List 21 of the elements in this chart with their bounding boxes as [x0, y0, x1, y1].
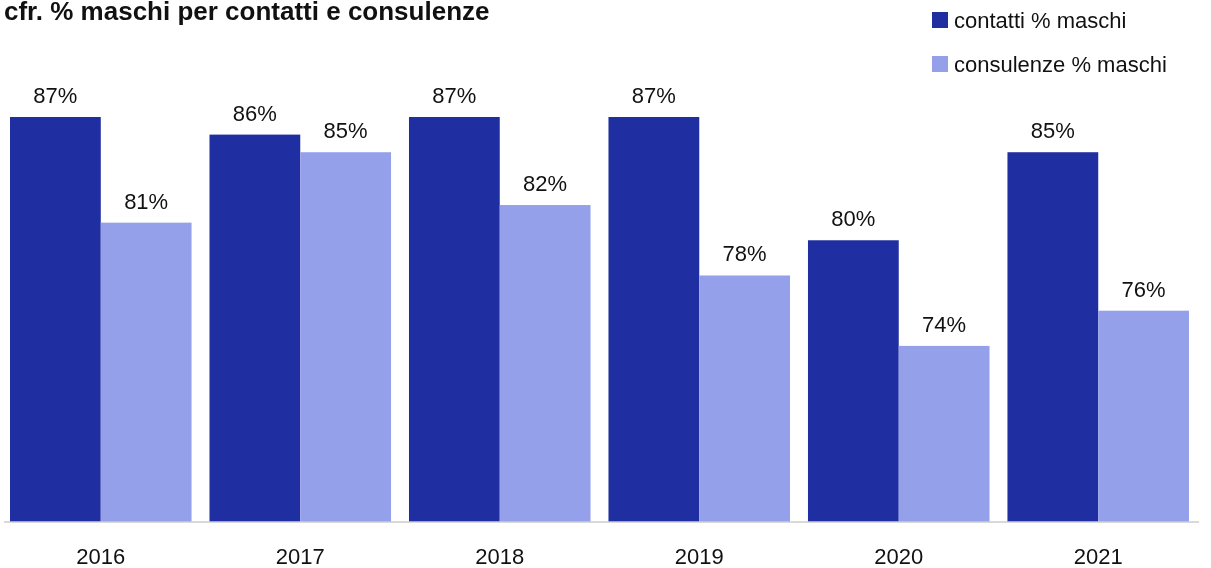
- legend-label: consulenze % maschi: [954, 51, 1167, 77]
- data-label: 87%: [33, 83, 78, 108]
- x-tick-label: 2019: [674, 544, 724, 568]
- x-tick-label: 2021: [1073, 544, 1123, 568]
- x-tick-label: 2016: [76, 544, 126, 568]
- data-label: 86%: [232, 100, 277, 126]
- data-label: 76%: [1121, 276, 1166, 302]
- chart-title: cfr. % maschi per contatti e consulenze: [4, 0, 490, 26]
- legend-label: contatti % maschi: [954, 7, 1127, 33]
- data-label: 81%: [124, 188, 169, 214]
- data-label: 87%: [631, 83, 676, 108]
- data-label: 85%: [323, 118, 368, 144]
- x-tick-label: 2020: [874, 544, 924, 568]
- data-label: 82%: [523, 171, 568, 197]
- x-tick-label: 2017: [275, 544, 325, 568]
- data-label: 85%: [1030, 118, 1075, 144]
- data-label: 87%: [432, 83, 477, 108]
- data-label: 80%: [831, 206, 876, 232]
- data-label: 78%: [722, 241, 767, 267]
- x-tick-label: 2018: [475, 544, 525, 568]
- data-label: 74%: [922, 311, 967, 337]
